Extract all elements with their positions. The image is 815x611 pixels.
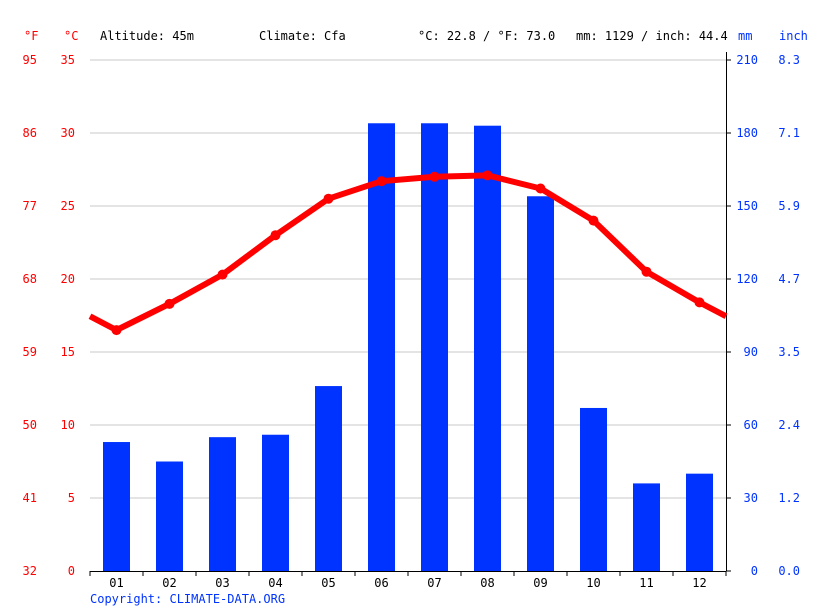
fahrenheit-tick-label: 41 — [23, 491, 37, 505]
inch-tick-label: 4.7 — [778, 272, 800, 286]
month-label: 09 — [533, 576, 547, 590]
fahrenheit-tick-label: 86 — [23, 126, 37, 140]
fahrenheit-tick-label: 68 — [23, 272, 37, 286]
celsius-unit-label: °C — [64, 29, 78, 43]
climate-label: Climate: Cfa — [259, 29, 346, 43]
celsius-tick-label: 10 — [61, 418, 75, 432]
month-label: 11 — [639, 576, 653, 590]
month-label: 10 — [586, 576, 600, 590]
temperature-point — [641, 266, 652, 277]
inch-tick-label: 3.5 — [778, 345, 800, 359]
precipitation-bar — [686, 473, 713, 571]
precipitation-bar — [527, 196, 554, 571]
mm-tick-label: 210 — [736, 53, 758, 67]
temperature-series-line — [88, 172, 728, 334]
mm-unit-label: mm — [738, 29, 752, 43]
mm-tick-label: 0 — [751, 564, 758, 578]
precipitation-bar — [103, 442, 130, 571]
copyright-text: Copyright: CLIMATE-DATA.ORG — [90, 592, 285, 606]
month-label: 01 — [109, 576, 123, 590]
precipitation-bar — [209, 437, 236, 571]
inch-tick-label: 8.3 — [778, 53, 800, 67]
temperature-point — [217, 269, 228, 280]
mm-tick-label: 120 — [736, 272, 758, 286]
precipitation-bar — [262, 434, 289, 571]
altitude-label: Altitude: 45m — [100, 29, 194, 43]
celsius-tick-label: 20 — [61, 272, 75, 286]
temperature-point — [429, 171, 440, 182]
mm-tick-label: 150 — [736, 199, 758, 213]
gridlines — [90, 59, 726, 499]
precipitation-bar — [156, 461, 183, 571]
temperature-point — [111, 325, 122, 336]
temperature-point — [694, 297, 705, 308]
temperature-point — [270, 230, 281, 241]
axes — [89, 52, 731, 576]
fahrenheit-tick-label: 77 — [23, 199, 37, 213]
inch-tick-label: 5.9 — [778, 199, 800, 213]
mm-tick-label: 90 — [744, 345, 758, 359]
fahrenheit-tick-label: 50 — [23, 418, 37, 432]
temperature-point — [376, 176, 387, 187]
temperature-line — [88, 170, 728, 336]
celsius-tick-label: 0 — [68, 564, 75, 578]
temperature-point — [588, 215, 599, 226]
temperature-point — [164, 298, 175, 309]
celsius-tick-label: 30 — [61, 126, 75, 140]
inch-tick-label: 0.0 — [778, 564, 800, 578]
mm-tick-label: 180 — [736, 126, 758, 140]
temperature-point — [323, 193, 334, 204]
precipitation-bar — [580, 407, 607, 571]
precipitation-bars — [103, 123, 713, 572]
fahrenheit-tick-label: 95 — [23, 53, 37, 67]
inch-tick-label: 7.1 — [778, 126, 800, 140]
precipitation-bar — [474, 125, 501, 571]
month-label: 05 — [321, 576, 335, 590]
month-label: 07 — [427, 576, 441, 590]
month-label: 03 — [215, 576, 229, 590]
precipitation-bar — [368, 123, 395, 572]
month-label: 04 — [268, 576, 282, 590]
fahrenheit-unit-label: °F — [24, 29, 38, 43]
precipitation-bar — [633, 483, 660, 571]
celsius-tick-label: 35 — [61, 53, 75, 67]
precipitation-bar — [315, 386, 342, 571]
celsius-tick-label: 15 — [61, 345, 75, 359]
tick-labels: 32 0 0 0.041 5 30 1.250 10 60 2.459 15 90 3.568 20 120… — [23, 53, 800, 590]
month-label: 12 — [692, 576, 706, 590]
celsius-tick-label: 5 — [68, 491, 75, 505]
month-label: 06 — [374, 576, 388, 590]
mm-tick-label: 30 — [744, 491, 758, 505]
inch-tick-label: 2.4 — [778, 418, 800, 432]
precipitation-bar — [421, 123, 448, 572]
celsius-tick-label: 25 — [61, 199, 75, 213]
month-label: 02 — [162, 576, 176, 590]
month-label: 08 — [480, 576, 494, 590]
fahrenheit-tick-label: 32 — [23, 564, 37, 578]
inch-tick-label: 1.2 — [778, 491, 800, 505]
annual-temperature-label: °C: 22.8 / °F: 73.0 — [418, 29, 555, 43]
fahrenheit-tick-label: 59 — [23, 345, 37, 359]
temperature-point — [482, 170, 493, 181]
temperature-point — [535, 183, 546, 194]
mm-tick-label: 60 — [744, 418, 758, 432]
inch-unit-label: inch — [779, 29, 808, 43]
annual-precipitation-label: mm: 1129 / inch: 44.4 — [576, 29, 728, 43]
